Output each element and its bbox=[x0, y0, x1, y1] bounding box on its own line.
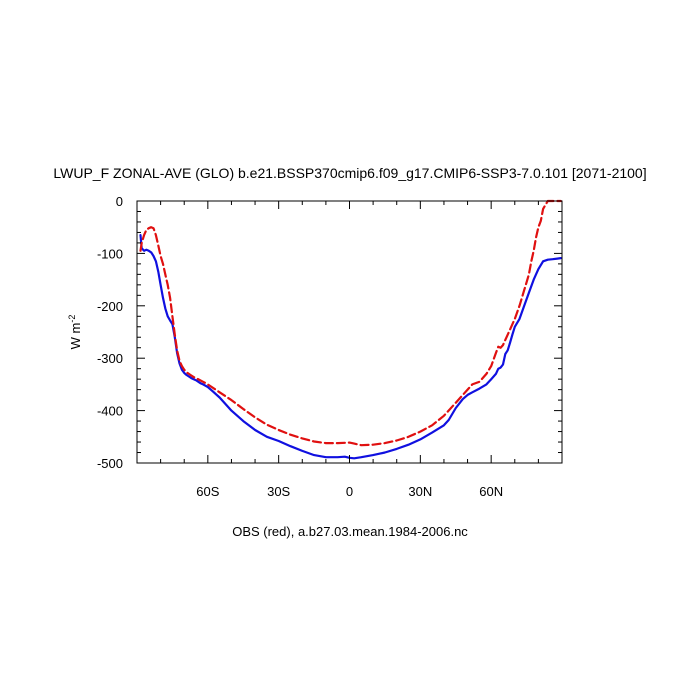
x-tick-label: 0 bbox=[346, 484, 353, 499]
x-tick-label: 30S bbox=[267, 484, 290, 499]
series-line-1 bbox=[139, 234, 562, 460]
y-tick-label: -300 bbox=[97, 351, 123, 366]
y-tick-label: -100 bbox=[97, 246, 123, 261]
plot-area: 60S 30S 0 30N 60N 0 -100 -200 -300 -400 -500 bbox=[97, 194, 563, 499]
y-axis-label-text: W m bbox=[68, 323, 83, 350]
series-line-2 bbox=[139, 199, 562, 447]
y-tick-label: 0 bbox=[116, 194, 123, 209]
y-tick-label: -500 bbox=[97, 456, 123, 471]
x-tick-label: 60S bbox=[196, 484, 219, 499]
plot-frame bbox=[136, 200, 563, 464]
y-tick-label: -400 bbox=[97, 404, 123, 419]
y-tick-label: -200 bbox=[97, 299, 123, 314]
y-axis-label-exponent: -2 bbox=[67, 315, 77, 323]
chart-title: LWUP_F ZONAL-AVE (GLO) b.e21.BSSP370cmip… bbox=[53, 165, 646, 181]
x-tick-label: 60N bbox=[479, 484, 503, 499]
observation-source-note: OBS (red), a.b27.03.mean.1984-2006.nc bbox=[232, 524, 468, 539]
x-tick-label: 30N bbox=[408, 484, 432, 499]
y-axis-label: W m-2 bbox=[67, 315, 83, 350]
